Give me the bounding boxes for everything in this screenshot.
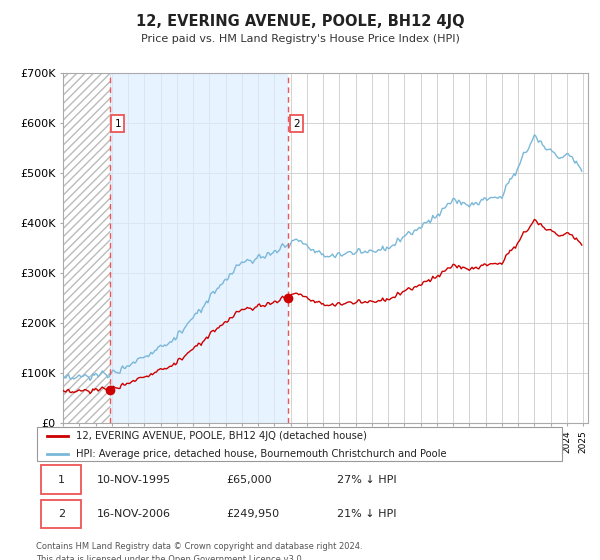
Text: £249,950: £249,950	[226, 508, 279, 519]
Text: 12, EVERING AVENUE, POOLE, BH12 4JQ (detached house): 12, EVERING AVENUE, POOLE, BH12 4JQ (det…	[76, 431, 367, 441]
FancyBboxPatch shape	[41, 465, 81, 494]
Text: 21% ↓ HPI: 21% ↓ HPI	[337, 508, 397, 519]
Text: 10-NOV-1995: 10-NOV-1995	[97, 475, 171, 484]
FancyBboxPatch shape	[37, 427, 562, 460]
Text: Contains HM Land Registry data © Crown copyright and database right 2024.
This d: Contains HM Land Registry data © Crown c…	[36, 542, 362, 560]
Text: 1: 1	[115, 119, 121, 129]
Text: Price paid vs. HM Land Registry's House Price Index (HPI): Price paid vs. HM Land Registry's House …	[140, 34, 460, 44]
Text: £65,000: £65,000	[226, 475, 272, 484]
Text: 16-NOV-2006: 16-NOV-2006	[97, 508, 171, 519]
Text: HPI: Average price, detached house, Bournemouth Christchurch and Poole: HPI: Average price, detached house, Bour…	[76, 449, 446, 459]
Text: 1: 1	[58, 475, 65, 484]
Text: 2: 2	[293, 119, 300, 129]
Text: 12, EVERING AVENUE, POOLE, BH12 4JQ: 12, EVERING AVENUE, POOLE, BH12 4JQ	[136, 14, 464, 29]
Text: 27% ↓ HPI: 27% ↓ HPI	[337, 475, 397, 484]
Text: 2: 2	[58, 508, 65, 519]
FancyBboxPatch shape	[41, 500, 81, 528]
